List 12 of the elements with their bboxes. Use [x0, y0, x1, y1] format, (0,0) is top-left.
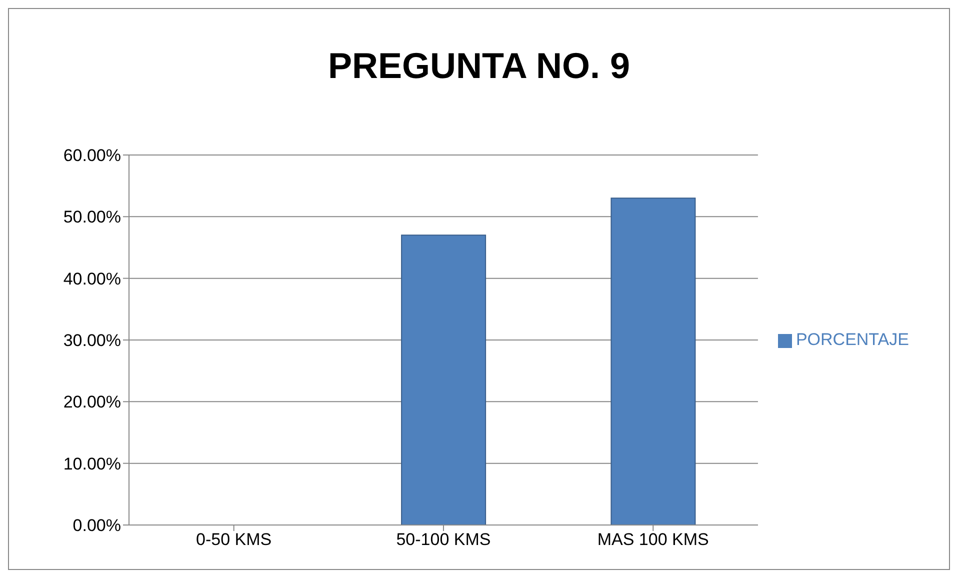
y-tick-label: 20.00% — [63, 392, 121, 412]
x-tick-label: 50-100 KMS — [396, 530, 491, 550]
legend-label: PORCENTAJE — [796, 330, 909, 349]
y-tick-label: 0.00% — [72, 516, 121, 536]
y-tick-label: 50.00% — [63, 208, 121, 227]
y-tick-label: 30.00% — [63, 331, 121, 350]
x-tick-label: 0-50 KMS — [196, 530, 272, 550]
chart-title: PREGUNTA NO. 9 — [326, 45, 632, 88]
x-tick-label: MAS 100 KMS — [597, 530, 709, 550]
y-tick-label: 40.00% — [63, 269, 121, 288]
y-tick-label: 10.00% — [63, 454, 121, 474]
y-tick-label: 60.00% — [63, 146, 121, 166]
